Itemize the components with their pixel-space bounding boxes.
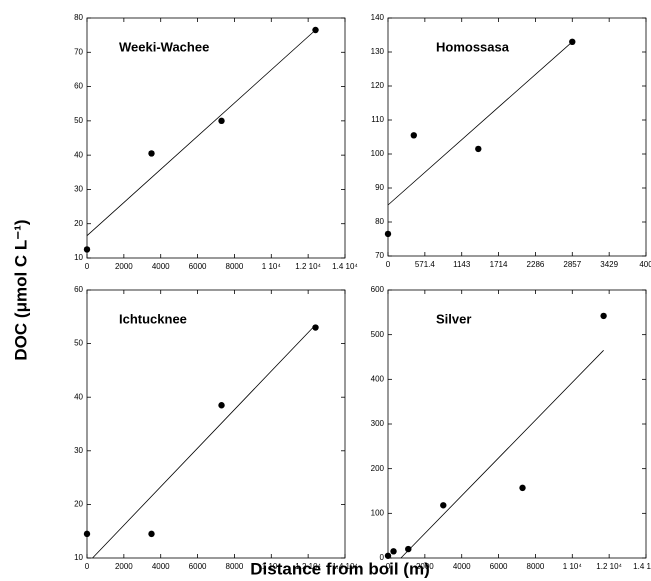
fit-line [92, 324, 316, 559]
y-tick-label: 30 [74, 446, 83, 455]
x-tick-label: 6000 [189, 262, 207, 271]
x-tick-label: 1714 [490, 260, 508, 269]
data-point [410, 132, 417, 139]
y-tick-label: 300 [371, 419, 385, 428]
x-tick-label: 8000 [226, 562, 244, 571]
x-tick-label: 1.2 10⁴ [596, 562, 622, 571]
x-tick-label: 3429 [600, 260, 618, 269]
data-point [405, 545, 412, 553]
y-tick-label: 10 [74, 253, 83, 262]
plot-frame [387, 17, 647, 257]
y-tick-label: 200 [371, 464, 385, 473]
plot-frame [86, 289, 346, 559]
data-point [312, 324, 319, 331]
x-tick-label: 6000 [490, 562, 508, 571]
data-point [440, 502, 447, 509]
y-tick-label: 90 [375, 183, 384, 192]
y-tick-label: 600 [371, 285, 385, 294]
fit-line [400, 350, 604, 559]
x-tick-label: 2000 [115, 262, 133, 271]
data-point [83, 246, 91, 253]
y-tick-label: 20 [74, 219, 83, 228]
plot-frame [86, 17, 346, 259]
y-tick-label: 500 [371, 330, 385, 339]
y-tick-label: 30 [74, 185, 83, 194]
y-tick-label: 70 [375, 251, 384, 260]
x-tick-label: 1.4 10⁴ [332, 562, 358, 571]
x-tick-label: 8000 [527, 562, 545, 571]
y-tick-label: 50 [74, 116, 83, 125]
x-tick-label: 0 [386, 562, 391, 571]
y-tick-label: 400 [371, 374, 385, 383]
y-tick-label: 80 [74, 13, 83, 22]
x-axis-label: Distance from boil (m) [250, 559, 429, 578]
x-tick-label: 4000 [152, 262, 170, 271]
x-tick-label: 0 [85, 562, 90, 571]
x-tick-label: 4000 [453, 562, 471, 571]
y-tick-label: 60 [74, 285, 83, 294]
data-point [600, 312, 607, 320]
panel-title: Ichtucknee [119, 311, 187, 326]
x-tick-label: 571.4 [415, 260, 436, 269]
x-tick-label: 1.2 10⁴ [295, 562, 321, 571]
x-tick-label: 0 [85, 262, 90, 271]
x-tick-label: 400 [639, 260, 651, 269]
x-tick-label: 6000 [189, 562, 207, 571]
y-tick-label: 50 [74, 339, 83, 348]
y-tick-label: 120 [371, 81, 385, 90]
x-tick-label: 2000 [416, 562, 434, 571]
plot-frame [387, 289, 647, 559]
y-tick-label: 70 [74, 47, 83, 56]
fit-line [387, 41, 573, 206]
data-point [390, 548, 397, 555]
x-tick-label: 1.2 10⁴ [295, 262, 321, 271]
x-tick-label: 1143 [453, 260, 471, 269]
x-tick-label: 1.4 10⁴ [633, 562, 651, 571]
x-tick-label: 1 10⁴ [262, 562, 282, 571]
data-point [83, 530, 91, 538]
y-tick-label: 0 [380, 553, 385, 562]
y-tick-label: 80 [375, 217, 384, 226]
fit-line [86, 29, 316, 237]
x-tick-label: 1 10⁴ [563, 562, 583, 571]
panel-title: Homossasa [436, 39, 510, 54]
y-axis-label: DOC (μmol C L⁻¹) [11, 219, 30, 360]
y-tick-label: 40 [74, 392, 83, 401]
x-tick-label: 4000 [152, 562, 170, 571]
data-point [519, 484, 526, 492]
x-tick-label: 2000 [115, 562, 133, 571]
data-point [475, 145, 482, 153]
x-tick-label: 1 10⁴ [262, 262, 282, 271]
y-tick-label: 100 [371, 149, 385, 158]
data-point [218, 117, 225, 125]
x-tick-label: 1.4 10⁴ [332, 262, 358, 271]
data-point [384, 552, 392, 559]
x-tick-label: 0 [386, 260, 391, 269]
panel-title: Silver [436, 311, 471, 326]
panel-title: Weeki-Wachee [119, 39, 209, 54]
y-tick-label: 110 [371, 115, 384, 124]
y-tick-label: 20 [74, 500, 83, 509]
y-tick-label: 100 [371, 508, 385, 517]
y-tick-label: 40 [74, 150, 83, 159]
y-tick-label: 60 [74, 82, 83, 91]
y-tick-label: 140 [371, 13, 385, 22]
x-tick-label: 2857 [563, 260, 581, 269]
y-tick-label: 10 [74, 553, 83, 562]
data-point [218, 402, 225, 409]
x-tick-label: 2286 [527, 260, 545, 269]
data-point [148, 530, 155, 538]
y-tick-label: 130 [371, 47, 385, 56]
data-point [148, 150, 155, 157]
x-tick-label: 8000 [226, 262, 244, 271]
data-point [384, 230, 392, 238]
